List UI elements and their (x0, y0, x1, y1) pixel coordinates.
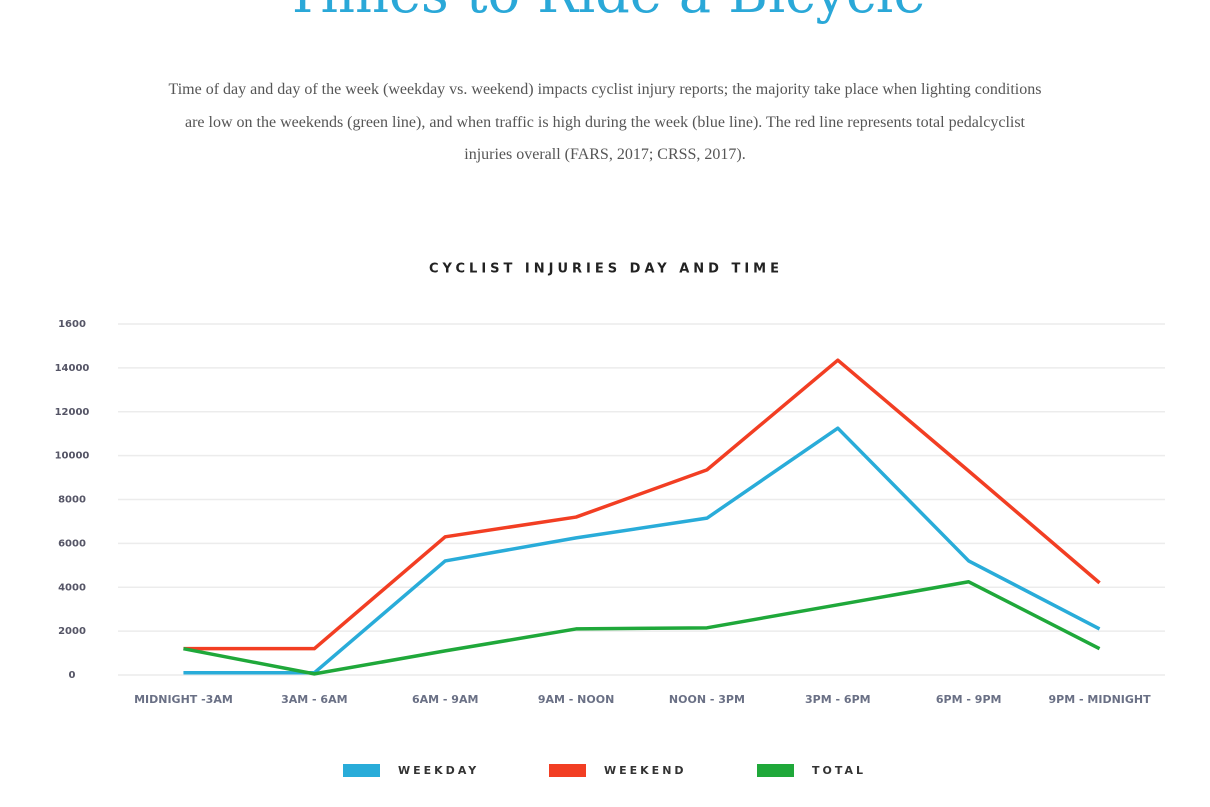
legend-label: WEEKEND (604, 764, 687, 777)
legend-label: TOTAL (812, 764, 866, 777)
page-title: Times to Ride a Bicycle (0, 0, 1210, 25)
x-tick-label: 6AM - 9AM (412, 693, 478, 706)
line (183, 358, 1101, 651)
legend-label: WEEKDAY (398, 764, 479, 777)
line (183, 426, 1101, 675)
y-tick-label: 10000 (55, 451, 90, 462)
y-tick-label: 12000 (55, 407, 90, 418)
chart-title: CYCLIST INJURIES DAY AND TIME (429, 262, 783, 277)
x-tick-label: 9PM - MIDNIGHT (1049, 693, 1152, 706)
y-tick-label: 2000 (58, 626, 86, 637)
legend-swatch (757, 764, 794, 777)
x-tick-label: 9AM - NOON (538, 693, 614, 706)
y-tick-label: 8000 (58, 495, 86, 506)
y-tick-label: 4000 (58, 582, 86, 593)
y-tick-label: 0 (69, 670, 76, 681)
y-tick-label: 6000 (58, 538, 86, 549)
x-tick-label: MIDNIGHT -3AM (134, 693, 233, 706)
x-tick-label: 6PM - 9PM (936, 693, 1002, 706)
description: Time of day and day of the week (weekday… (168, 81, 1042, 163)
x-tick-label: NOON - 3PM (669, 693, 745, 706)
y-tick-label: 14000 (55, 363, 90, 374)
legend-swatch (343, 764, 380, 777)
x-tick-label: 3PM - 6PM (805, 693, 871, 706)
x-tick-label: 3AM - 6AM (281, 693, 347, 706)
legend-swatch (549, 764, 586, 777)
line (183, 580, 1101, 676)
y-tick-label: 1600 (58, 319, 86, 330)
